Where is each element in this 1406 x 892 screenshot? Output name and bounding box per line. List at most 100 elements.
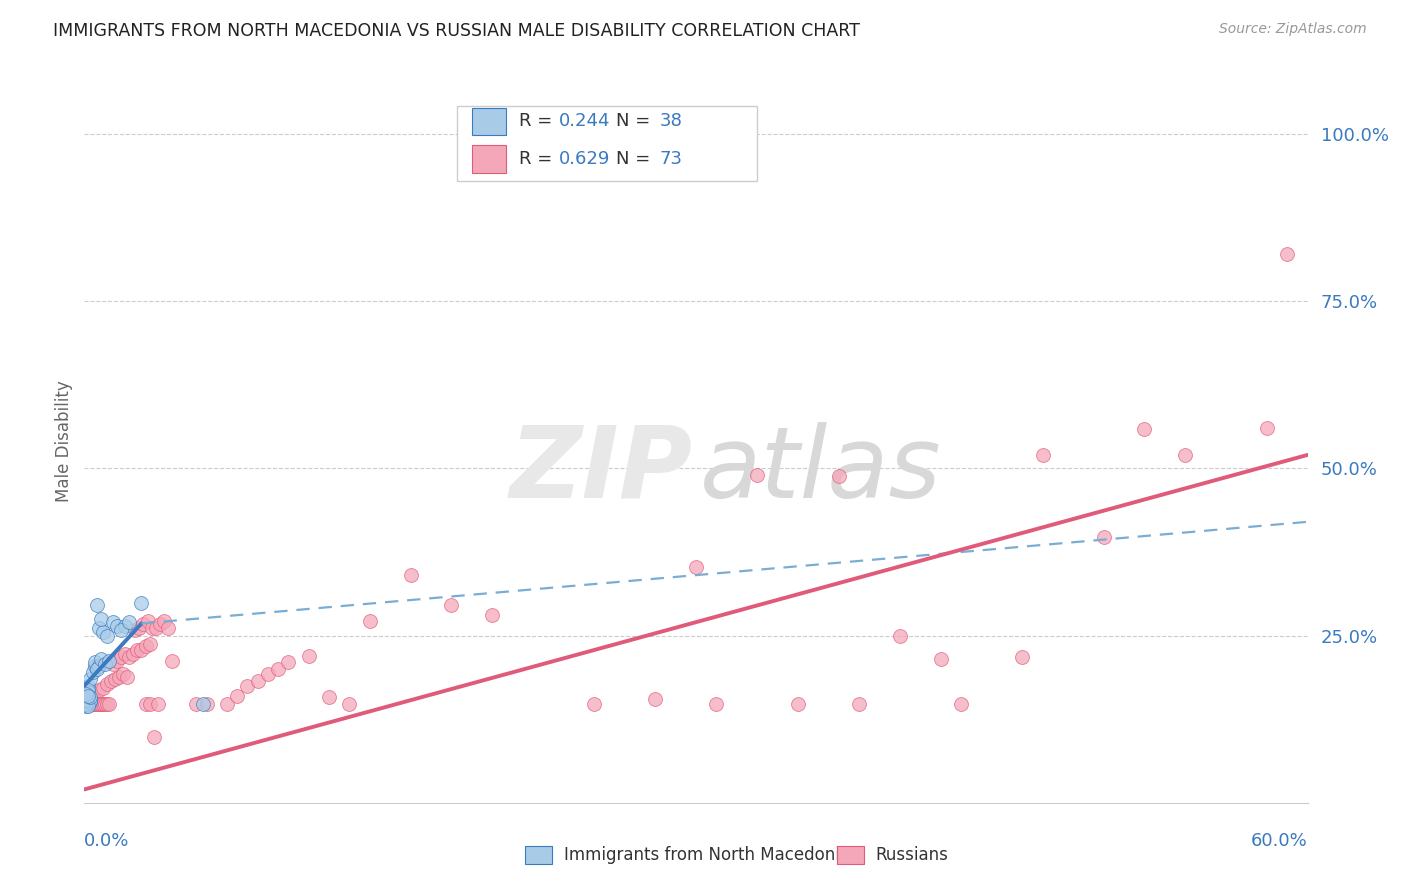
Text: Immigrants from North Macedonia: Immigrants from North Macedonia (564, 846, 849, 863)
Point (339, 697, 361, 711)
Point (83, 697, 105, 711)
Point (79, 697, 101, 711)
Text: 73: 73 (659, 150, 682, 168)
Point (191, 697, 214, 711)
Text: 60.0%: 60.0% (1251, 831, 1308, 850)
Point (87, 697, 110, 711)
Point (96, 697, 118, 711)
Text: N =: N = (616, 112, 657, 130)
Point (110, 649, 132, 664)
Point (77, 692, 100, 706)
Point (246, 674, 269, 689)
Point (848, 697, 870, 711)
Point (79, 696, 101, 710)
Point (141, 621, 163, 635)
Point (236, 679, 259, 693)
Point (1277, 247, 1299, 261)
Point (131, 643, 153, 657)
Point (706, 697, 728, 711)
Point (93, 697, 115, 711)
Point (101, 657, 124, 671)
Point (79, 690, 101, 705)
Point (93, 657, 115, 671)
Point (90, 697, 112, 711)
Point (153, 614, 176, 628)
Point (127, 643, 149, 657)
Point (82, 697, 104, 711)
Point (787, 697, 810, 711)
Point (96, 676, 118, 690)
Point (136, 614, 159, 628)
Point (122, 648, 145, 662)
FancyBboxPatch shape (524, 846, 551, 863)
Point (75, 694, 97, 708)
Text: N =: N = (616, 150, 657, 168)
Point (644, 692, 666, 706)
Point (75, 697, 97, 711)
Point (79, 697, 101, 711)
Point (91, 625, 114, 640)
Point (83, 655, 105, 669)
Text: 0.244: 0.244 (560, 112, 610, 130)
Point (583, 697, 606, 711)
Point (83, 694, 105, 708)
Point (267, 662, 290, 676)
Point (1092, 530, 1115, 544)
Point (114, 618, 136, 632)
Point (195, 697, 218, 711)
Y-axis label: Male Disability: Male Disability (55, 381, 73, 502)
Point (186, 697, 208, 711)
Point (77, 685, 100, 699)
Point (929, 652, 952, 666)
Text: 0.0%: 0.0% (84, 831, 129, 850)
FancyBboxPatch shape (457, 105, 758, 181)
Point (118, 615, 141, 630)
Point (82, 690, 104, 705)
Point (91, 697, 114, 711)
Point (77, 689, 100, 703)
Point (217, 697, 239, 711)
Point (75, 697, 97, 711)
Point (142, 730, 165, 744)
Point (138, 637, 160, 651)
Point (83, 658, 105, 673)
Point (75, 693, 97, 707)
Point (75, 689, 97, 703)
Point (156, 621, 179, 635)
Text: Source: ZipAtlas.com: Source: ZipAtlas.com (1219, 22, 1367, 37)
Point (79, 692, 101, 706)
Point (97, 697, 120, 711)
Point (90, 612, 112, 626)
Point (87, 621, 110, 635)
Point (105, 654, 128, 668)
Point (97, 654, 120, 668)
Point (86, 599, 108, 613)
Text: ZIP: ZIP (509, 422, 692, 519)
Point (1032, 448, 1054, 462)
FancyBboxPatch shape (472, 145, 506, 173)
Point (75, 697, 97, 711)
Point (77, 697, 100, 711)
Point (1174, 448, 1197, 462)
Point (91, 681, 114, 695)
Point (747, 467, 769, 482)
Point (77, 698, 100, 713)
Point (82, 665, 104, 680)
Point (277, 655, 299, 669)
Point (146, 697, 169, 711)
Point (79, 672, 101, 686)
Point (101, 615, 124, 630)
FancyBboxPatch shape (837, 846, 863, 863)
Point (112, 667, 135, 681)
Point (298, 648, 321, 663)
Point (359, 614, 381, 628)
Point (77, 679, 100, 693)
Text: 38: 38 (659, 112, 682, 130)
Point (75, 687, 97, 701)
Point (86, 697, 108, 711)
Point (226, 689, 249, 703)
Point (889, 628, 911, 642)
Point (399, 568, 422, 582)
Point (950, 697, 973, 711)
Text: R =: R = (519, 150, 558, 168)
